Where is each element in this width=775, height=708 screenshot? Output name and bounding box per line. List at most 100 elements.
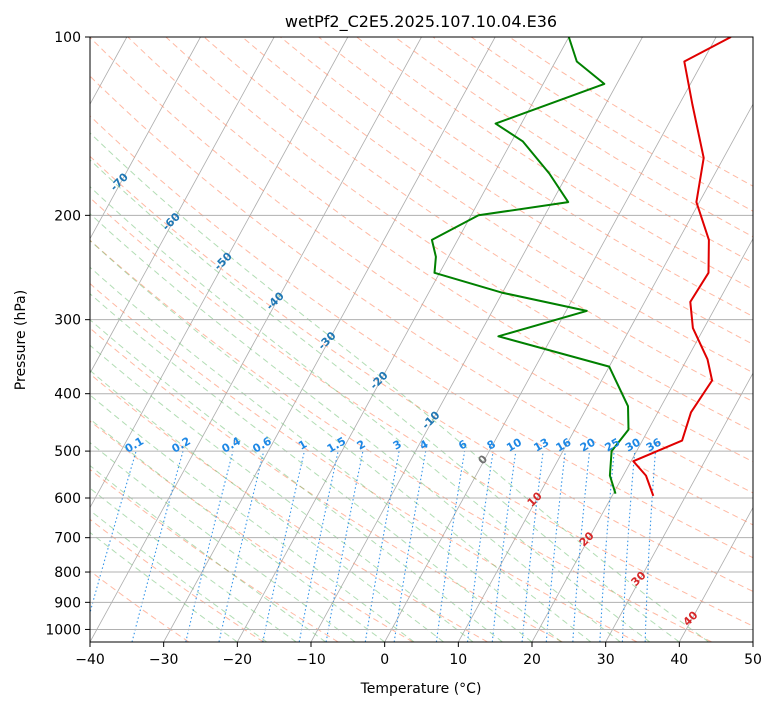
mixing-ratio-label: 0.4 <box>220 434 244 455</box>
mixing-ratio-label: 13 <box>532 436 552 455</box>
isotherm-label: 10 <box>525 489 545 509</box>
dry-adiabat-line <box>90 373 488 642</box>
y-tick-label: 400 <box>54 387 81 403</box>
isotherm-line <box>752 641 753 642</box>
series-layer <box>430 37 732 497</box>
mixing-ratio-label: 6 <box>456 437 469 452</box>
line-labels: 0.10.20.40.611.52346810131620253036-100-… <box>56 131 701 628</box>
mixing-ratio-label: 2 <box>355 438 368 453</box>
dry-adiabat-line <box>203 37 753 403</box>
dry-adiabat-line <box>90 468 339 642</box>
dry-adiabat-line <box>90 239 712 642</box>
x-tick-label: 30 <box>597 652 615 668</box>
y-tick-label: 500 <box>54 444 81 460</box>
background-lines <box>90 37 753 642</box>
dry-adiabat-line <box>90 420 414 642</box>
dry-adiabat-line <box>90 115 753 559</box>
dry-adiabat-line <box>90 37 753 494</box>
dry-adiabat-line <box>90 518 264 642</box>
isotherm-line <box>90 37 201 240</box>
mixing-ratio-line <box>262 450 305 642</box>
y-tick-label: 200 <box>54 208 81 224</box>
isotherm-line <box>384 37 717 642</box>
mixing-ratio-label: 0.6 <box>250 434 274 455</box>
mixing-ratio-label: 30 <box>623 435 643 454</box>
dry-adiabat-line <box>241 37 753 374</box>
dry-adiabat-line <box>394 37 753 264</box>
y-tick-label: 900 <box>54 595 81 611</box>
isotherm-label: -30 <box>315 329 338 352</box>
isotherm-line <box>163 37 496 642</box>
plot-frame <box>89 36 754 643</box>
isotherm-label: -40 <box>264 289 287 312</box>
mixing-ratio-label: 3 <box>391 438 404 453</box>
isotherm-line <box>90 37 349 509</box>
moist-adiabat-line <box>90 531 238 642</box>
x-tick-label: 10 <box>449 652 467 668</box>
isotherm-line <box>90 37 275 374</box>
isotherm-label: -20 <box>367 369 390 392</box>
moist-adiabat-line <box>90 319 503 642</box>
moist-adiabat-line <box>90 266 562 642</box>
mixing-ratio-label: 1.5 <box>325 435 348 456</box>
dry-adiabat-line <box>90 327 563 642</box>
x-tick-label: −30 <box>149 652 179 668</box>
mixing-ratio-line <box>218 450 265 642</box>
y-axis-label: Pressure (hPa) <box>13 290 29 390</box>
mixing-ratio-line <box>621 451 636 642</box>
y-tick-label: 100 <box>54 30 81 46</box>
dry-adiabat-line <box>90 570 190 642</box>
dry-adiabat-line <box>165 37 753 432</box>
isotherm-label: -80 <box>56 131 79 154</box>
x-tick-label: 50 <box>744 652 762 668</box>
x-tick-label: −10 <box>296 652 326 668</box>
dry-adiabat-line <box>509 37 753 187</box>
mixing-ratio-line <box>572 451 591 642</box>
dry-adiabat-line <box>90 75 753 526</box>
mixing-ratio-line <box>298 450 339 642</box>
mixing-ratio-label: 0.1 <box>123 435 146 456</box>
mixing-ratio-line <box>466 451 494 642</box>
temperature-profile-line <box>632 37 732 497</box>
x-tick-label: 20 <box>523 652 541 668</box>
moist-adiabat-line <box>90 394 415 642</box>
moist-adiabat-line <box>90 369 444 642</box>
moist-adiabat-line <box>90 212 621 642</box>
moist-adiabat-line <box>90 418 385 642</box>
moist-adiabat-line <box>90 464 326 642</box>
dewpoint-profile-line <box>430 37 630 494</box>
isotherm-label: 40 <box>681 608 701 628</box>
moist-adiabat-line <box>90 239 592 642</box>
dry-adiabat-line <box>90 197 753 627</box>
mixing-ratio-line <box>185 450 234 642</box>
y-tick-label: 800 <box>54 565 81 581</box>
y-tick-label: 700 <box>54 531 81 547</box>
isotherm-line <box>531 237 753 642</box>
isotherm-line <box>605 372 753 642</box>
y-tick-label: 1000 <box>45 622 81 638</box>
x-tick-label: −20 <box>223 652 253 668</box>
isotherm-line <box>236 37 570 642</box>
mixing-ratio-line <box>521 451 544 642</box>
dry-adiabat-line <box>318 37 753 318</box>
mixing-ratio-label: 8 <box>485 438 498 453</box>
mixing-ratio-label: 16 <box>554 435 574 454</box>
x-tick-label: 40 <box>670 652 688 668</box>
isotherm-label: -60 <box>160 210 183 233</box>
isotherm-label: -10 <box>419 408 442 431</box>
dry-adiabat-line <box>280 37 753 345</box>
dry-adiabat-line <box>90 155 753 592</box>
mixing-ratio-line <box>435 451 466 642</box>
axis-ticks: −40 −30 −20 −10 0 10 20 30 40 50 100 200 300 400 500 6 0… <box>45 30 762 668</box>
isotherm-label: 0 <box>476 452 491 467</box>
y-tick-label: 300 <box>54 313 81 329</box>
x-axis-label: Temperature (°C) <box>360 681 482 697</box>
x-tick-label: −40 <box>75 652 105 668</box>
chart-title: wetPf2_C2E5.2025.107.10.04.E36 <box>285 12 557 32</box>
dry-adiabat-line <box>356 37 753 290</box>
moist-adiabat-line <box>90 132 710 642</box>
moist-adiabat-line <box>90 293 533 642</box>
mixing-ratio-line <box>545 451 566 642</box>
isotherm-line <box>678 506 753 642</box>
